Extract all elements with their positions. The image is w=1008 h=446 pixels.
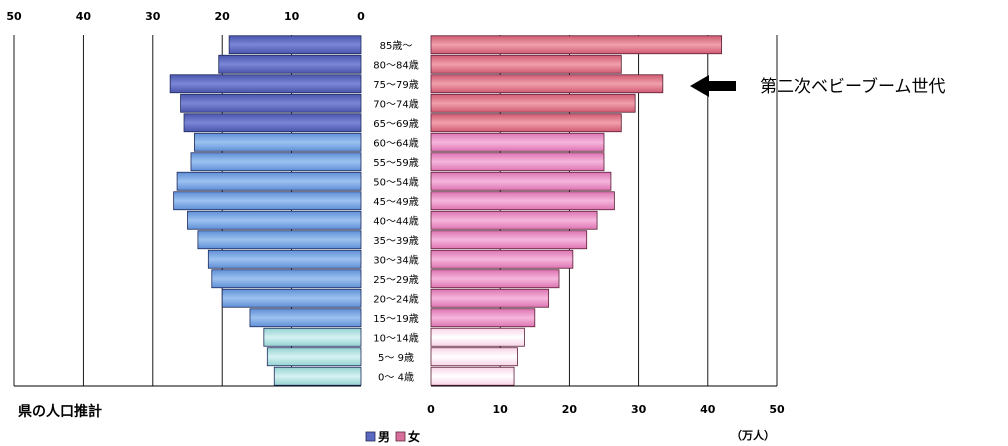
female-tick-label: 50: [769, 403, 785, 416]
age-label: 35〜39歳: [373, 235, 418, 247]
female-bar: [430, 347, 518, 367]
female-bar: [430, 93, 636, 113]
male-bar: [221, 288, 362, 308]
female-bar: [430, 210, 598, 230]
female-bar: [430, 74, 664, 94]
male-bar: [197, 230, 362, 250]
legend-swatch-male: [365, 431, 376, 442]
male-bar: [228, 35, 362, 55]
male-bar: [176, 171, 362, 191]
female-tick-label: 0: [427, 403, 435, 416]
age-label: 80〜84歳: [373, 59, 418, 71]
male-tick-label: 0: [357, 10, 365, 23]
age-label: 25〜29歳: [373, 274, 418, 286]
legend-swatch-female: [395, 431, 406, 442]
legend-label-male: 男: [378, 430, 390, 444]
chart-caption: 県の人口推計: [18, 403, 102, 420]
female-tick-label: 30: [631, 403, 647, 416]
male-bar: [194, 132, 362, 152]
female-tick-label: 40: [700, 403, 716, 416]
age-label: 70〜74歳: [373, 98, 418, 110]
age-label: 85歳〜: [380, 40, 413, 52]
male-tick-label: 20: [215, 10, 231, 23]
annotation-text: 第二次ベビーブーム世代: [760, 76, 945, 97]
female-tick-label: 10: [493, 403, 509, 416]
male-bar: [266, 347, 362, 367]
male-bar: [169, 74, 362, 94]
male-bar: [207, 249, 362, 269]
male-axis-ticks: 50 40 30 20 10 0: [6, 10, 365, 23]
age-label: 20〜24歳: [373, 293, 418, 305]
female-bar: [430, 113, 622, 133]
female-axis-ticks: 0 10 20 30 40 50: [427, 403, 785, 416]
age-label: 30〜34歳: [373, 254, 418, 266]
female-bar: [430, 132, 605, 152]
annotation-arrow-icon: [690, 75, 736, 97]
male-bar: [218, 54, 362, 74]
age-label: 0〜 4歳: [378, 371, 414, 383]
female-bar: [430, 191, 615, 211]
age-category-labels: 85歳〜 80〜84歳 75〜79歳 70〜74歳 65〜69歳 60〜64歳 55〜59歳…: [373, 40, 418, 384]
female-tick-label: 20: [562, 403, 578, 416]
female-gridlines: [431, 35, 778, 387]
female-bar: [430, 152, 605, 172]
age-label: 45〜49歳: [373, 196, 418, 208]
age-label: 65〜69歳: [373, 118, 418, 130]
female-bar: [430, 230, 588, 250]
male-tick-label: 30: [145, 10, 161, 23]
annotation: 第二次ベビーブーム世代: [690, 75, 945, 97]
female-bar: [430, 269, 560, 289]
age-label: 60〜64歳: [373, 137, 418, 149]
male-bar: [187, 210, 362, 230]
age-label: 10〜14歳: [373, 332, 418, 344]
female-bar: [430, 249, 574, 269]
female-bar: [430, 54, 622, 74]
male-bar: [263, 327, 362, 347]
male-bar: [173, 191, 362, 211]
legend: 男 女: [365, 429, 420, 444]
male-series: [169, 35, 362, 386]
female-bar: [430, 327, 525, 347]
female-bar: [430, 35, 723, 55]
male-tick-label: 50: [6, 10, 22, 23]
male-bar: [249, 308, 362, 328]
female-bar: [430, 288, 550, 308]
male-tick-label: 10: [284, 10, 300, 23]
age-label: 5〜 9歳: [378, 352, 414, 364]
legend-label-female: 女: [408, 429, 420, 444]
age-label: 15〜19歳: [373, 313, 418, 325]
age-label: 50〜54歳: [373, 176, 418, 188]
age-label: 75〜79歳: [373, 79, 418, 91]
female-bar: [430, 366, 515, 386]
female-series: [430, 35, 723, 386]
male-bar: [211, 269, 362, 289]
female-bar: [430, 171, 612, 191]
male-bar: [180, 93, 362, 113]
male-gridlines: [13, 35, 361, 387]
unit-label: （万人）: [731, 428, 775, 442]
age-label: 40〜44歳: [373, 215, 418, 227]
female-bar: [430, 308, 536, 328]
male-bar: [183, 113, 362, 133]
male-tick-label: 40: [76, 10, 92, 23]
male-bar: [190, 152, 362, 172]
male-bar: [273, 366, 362, 386]
age-label: 55〜59歳: [373, 157, 418, 169]
